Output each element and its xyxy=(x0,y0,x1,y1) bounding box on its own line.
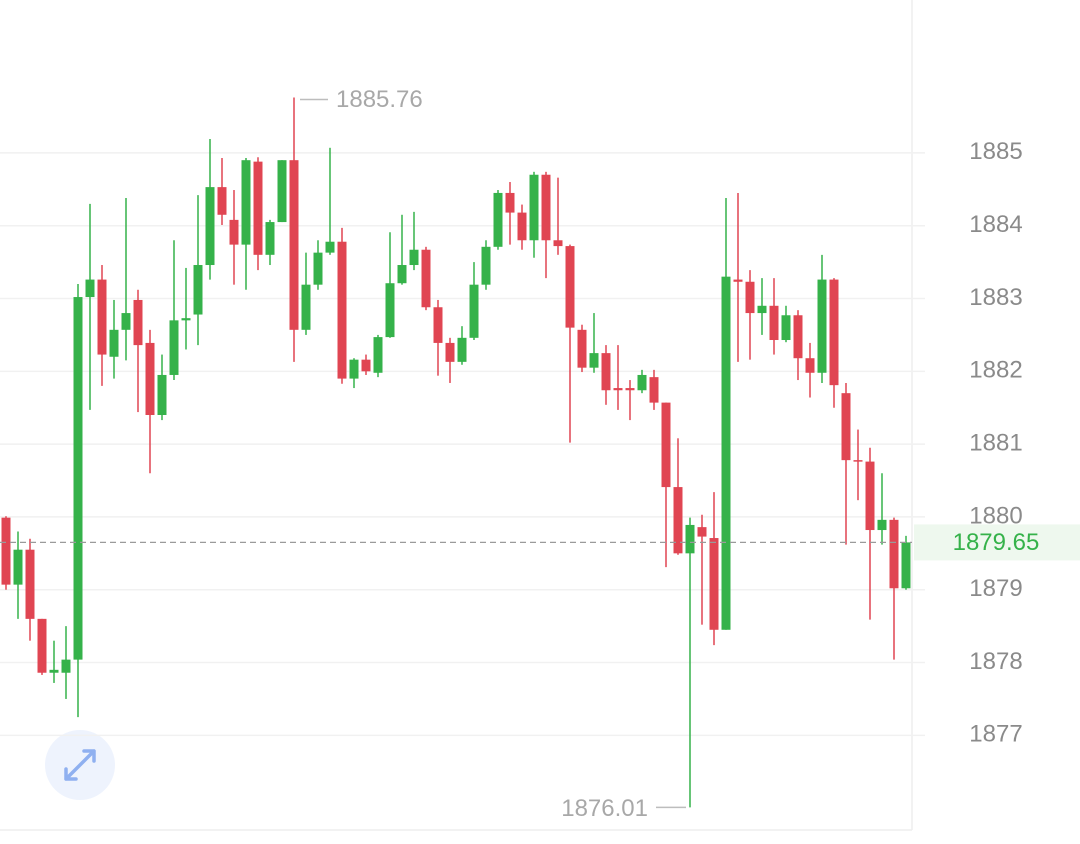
y-tick-label: 1877 xyxy=(969,721,1022,748)
candle-body xyxy=(133,299,143,346)
candle-body xyxy=(505,192,515,213)
y-tick-label: 1884 xyxy=(969,211,1022,238)
candle-body xyxy=(313,252,323,285)
last-price-box xyxy=(914,524,1080,561)
candle-body xyxy=(661,402,671,488)
y-tick-label: 1879 xyxy=(969,575,1022,602)
candle-body xyxy=(397,265,407,284)
candle-body xyxy=(121,313,131,330)
candle-body xyxy=(709,538,719,630)
candle-body xyxy=(145,342,155,415)
candle-body xyxy=(457,337,467,362)
candle-body xyxy=(49,669,59,673)
candle-body xyxy=(325,241,335,253)
candle-body xyxy=(205,187,215,266)
candle-body xyxy=(25,549,35,619)
candle-body xyxy=(97,279,107,355)
candle-body xyxy=(529,174,539,241)
candle-body xyxy=(433,307,443,343)
candle-body xyxy=(853,460,863,462)
candle-body xyxy=(73,297,83,660)
candle-body xyxy=(637,374,647,391)
candle-body xyxy=(469,284,479,338)
candle-body xyxy=(277,160,287,223)
candle-body xyxy=(13,549,23,585)
candle-body xyxy=(241,160,251,245)
candle-body xyxy=(625,388,635,391)
candle-body xyxy=(265,222,275,255)
candle-body xyxy=(385,283,395,338)
candle-body xyxy=(493,192,503,247)
candle-body xyxy=(517,212,527,241)
candle-body xyxy=(109,329,119,357)
candle-body xyxy=(889,519,899,589)
max-label: 1885.76 xyxy=(336,86,423,113)
candle-body xyxy=(757,305,767,314)
candle-body xyxy=(61,659,71,673)
candle-body xyxy=(901,542,911,589)
candle-body xyxy=(721,276,731,630)
candle-body xyxy=(253,161,263,255)
candle-body xyxy=(85,279,95,298)
candle-body xyxy=(181,318,191,321)
min-label: 1876.01 xyxy=(561,795,648,822)
y-tick-label: 1885 xyxy=(969,138,1022,165)
candle-body xyxy=(421,249,431,308)
candle-body xyxy=(289,160,299,330)
candle-body xyxy=(877,519,887,531)
candle-body xyxy=(409,249,419,266)
candle-body xyxy=(577,329,587,368)
candle-body xyxy=(337,241,347,379)
expand-button[interactable] xyxy=(45,730,115,800)
y-tick-label: 1882 xyxy=(969,357,1022,384)
candle-body xyxy=(685,524,695,554)
candle-body xyxy=(301,284,311,330)
candle-body xyxy=(613,388,623,391)
candle-body xyxy=(169,320,179,375)
candle-body xyxy=(817,279,827,373)
candle-body xyxy=(673,487,683,554)
candle-body xyxy=(37,618,47,673)
candle-body xyxy=(649,377,659,403)
candle-body xyxy=(553,240,563,247)
candle-body xyxy=(733,279,743,282)
candle-body xyxy=(793,315,803,359)
candle-body xyxy=(601,353,611,391)
candle-body xyxy=(781,315,791,341)
candle-body xyxy=(229,219,239,245)
candle-body xyxy=(829,279,839,386)
candle-body xyxy=(1,517,11,585)
candle-body xyxy=(193,265,203,315)
candle-body xyxy=(805,358,815,373)
y-tick-label: 1883 xyxy=(969,284,1022,311)
candle-body xyxy=(745,281,755,314)
candle-body xyxy=(865,461,875,531)
candle-body xyxy=(361,359,371,372)
candle-body xyxy=(841,393,851,461)
candle-body xyxy=(217,187,227,215)
y-tick-label: 1878 xyxy=(969,648,1022,675)
candle-body xyxy=(565,246,575,328)
candle-body xyxy=(697,527,707,537)
candle-body xyxy=(445,342,455,362)
y-tick-label: 1881 xyxy=(969,429,1022,456)
candle-body xyxy=(589,353,599,368)
candle-body xyxy=(769,305,779,341)
candle-body xyxy=(481,246,491,285)
expand-icon[interactable] xyxy=(64,749,96,781)
candle-body xyxy=(349,359,359,379)
candle-body xyxy=(157,374,167,415)
candle-body xyxy=(541,174,551,241)
candle-body xyxy=(373,337,383,373)
last-price-label: 1879.65 xyxy=(953,529,1040,556)
